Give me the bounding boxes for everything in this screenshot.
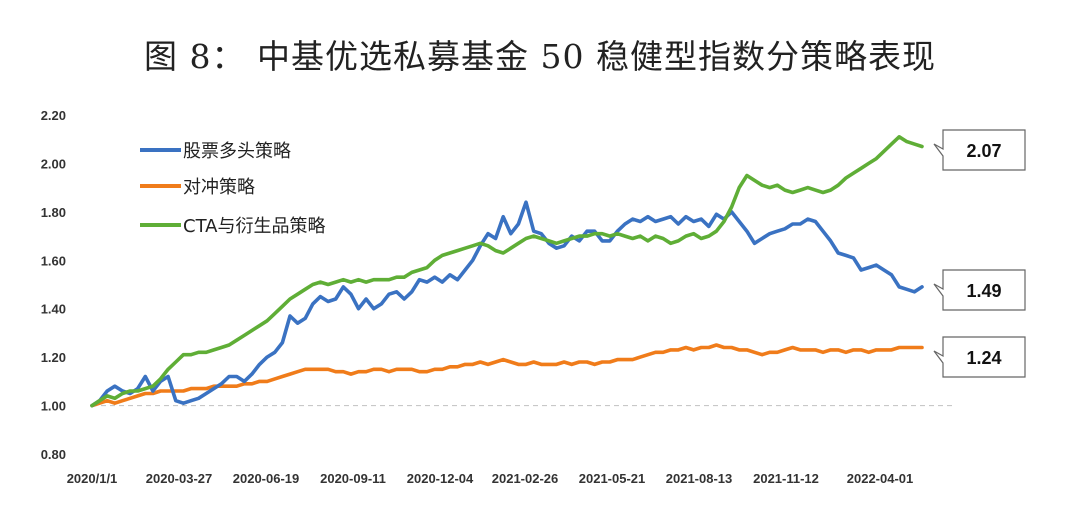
x-tick-label: 2020-03-27	[146, 471, 213, 486]
x-tick-label: 2020-12-04	[407, 471, 474, 486]
x-tick-label: 2020-09-11	[320, 471, 386, 486]
callout-box	[933, 336, 1026, 378]
y-tick-label: 2.00	[41, 156, 66, 171]
cta-series-line	[90, 135, 924, 408]
stock-long-series-line	[90, 200, 924, 408]
x-tick-label: 2020/1/1	[67, 471, 118, 486]
y-tick-label: 1.20	[41, 350, 66, 365]
y-tick-label: 1.00	[41, 399, 66, 414]
x-axis: 2020/1/1 2020-03-27 2020-06-19 2020-09-11 20…	[67, 471, 914, 486]
end-value-label: 1.49	[966, 281, 1001, 301]
x-tick-label: 2021-08-13	[666, 471, 733, 486]
end-value-callouts: 2.07 1.49 1.24	[933, 129, 1026, 378]
end-value-label: 2.07	[966, 141, 1001, 161]
y-tick-label: 1.60	[41, 253, 66, 268]
hedge-series-line	[90, 343, 924, 408]
x-tick-label: 2020-06-19	[233, 471, 300, 486]
legend-label: CTA与衍生品策略	[183, 216, 325, 237]
chart-title: 图 8： 中基优选私募基金 50 稳健型指数分策略表现	[144, 37, 936, 76]
y-tick-label: 1.80	[41, 205, 66, 220]
x-tick-label: 2021-11-12	[753, 471, 819, 486]
x-tick-label: 2021-02-26	[492, 471, 559, 486]
legend-label: 股票多头策略	[183, 141, 291, 162]
callout-box	[933, 269, 1026, 311]
y-tick-label: 0.80	[41, 447, 66, 462]
y-tick-label: 2.20	[41, 108, 66, 123]
x-tick-label: 2022-04-01	[847, 471, 914, 486]
callout-box	[933, 129, 1026, 171]
y-tick-label: 1.40	[41, 302, 66, 317]
end-value-label: 1.24	[966, 348, 1001, 368]
legend-label: 对冲策略	[183, 177, 255, 198]
series-lines	[90, 135, 924, 408]
x-tick-label: 2021-05-21	[579, 471, 646, 486]
y-axis: 0.80 1.00 1.20 1.40 1.60 1.80 2.00 2.20	[41, 108, 66, 462]
